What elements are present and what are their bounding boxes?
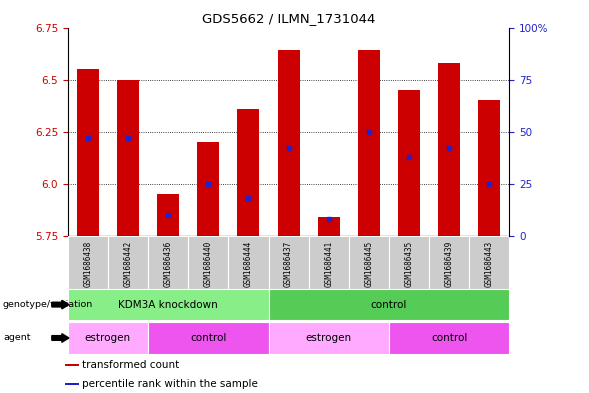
Text: GSM1686445: GSM1686445 [365,240,373,286]
Bar [398,90,420,236]
Text: GSM1686435: GSM1686435 [405,240,413,286]
Bar [108,236,148,289]
Text: control: control [431,333,468,343]
Bar [157,194,179,236]
Bar [269,322,389,354]
Text: GSM1686438: GSM1686438 [83,240,92,286]
Bar [68,236,108,289]
Title: GDS5662 / ILMN_1731044: GDS5662 / ILMN_1731044 [202,12,375,25]
Text: GSM1686441: GSM1686441 [325,240,333,286]
Bar [148,236,188,289]
Bar [148,322,269,354]
Text: control: control [190,333,227,343]
Text: genotype/variation: genotype/variation [3,300,93,309]
Bar [237,109,260,236]
Bar [358,50,380,236]
Bar [188,236,229,289]
Text: agent: agent [3,334,31,342]
Text: GSM1686444: GSM1686444 [244,240,253,286]
Bar [117,79,139,236]
Bar [309,236,349,289]
Bar [65,382,79,385]
Bar [269,289,509,320]
Bar [478,100,501,236]
Text: transformed count: transformed count [82,360,180,370]
Text: control: control [371,299,407,310]
Text: estrogen: estrogen [85,333,131,343]
Bar [349,236,389,289]
Text: percentile rank within the sample: percentile rank within the sample [82,379,258,389]
Text: GSM1686443: GSM1686443 [485,240,494,286]
Bar [317,217,340,236]
Bar [389,322,509,354]
Text: GSM1686437: GSM1686437 [284,240,293,286]
Text: GSM1686436: GSM1686436 [164,240,173,286]
Bar [269,236,309,289]
Bar [77,69,99,236]
Bar [229,236,269,289]
Bar [65,364,79,366]
Text: GSM1686440: GSM1686440 [204,240,213,286]
Text: GSM1686442: GSM1686442 [124,240,133,286]
Text: GSM1686439: GSM1686439 [445,240,454,286]
Bar [68,289,269,320]
Bar [389,236,429,289]
Text: estrogen: estrogen [306,333,352,343]
Bar [469,236,509,289]
Bar [68,322,148,354]
Bar [277,50,300,236]
Text: KDM3A knockdown: KDM3A knockdown [118,299,218,310]
Bar [429,236,469,289]
Bar [438,63,460,236]
Bar [197,142,219,236]
